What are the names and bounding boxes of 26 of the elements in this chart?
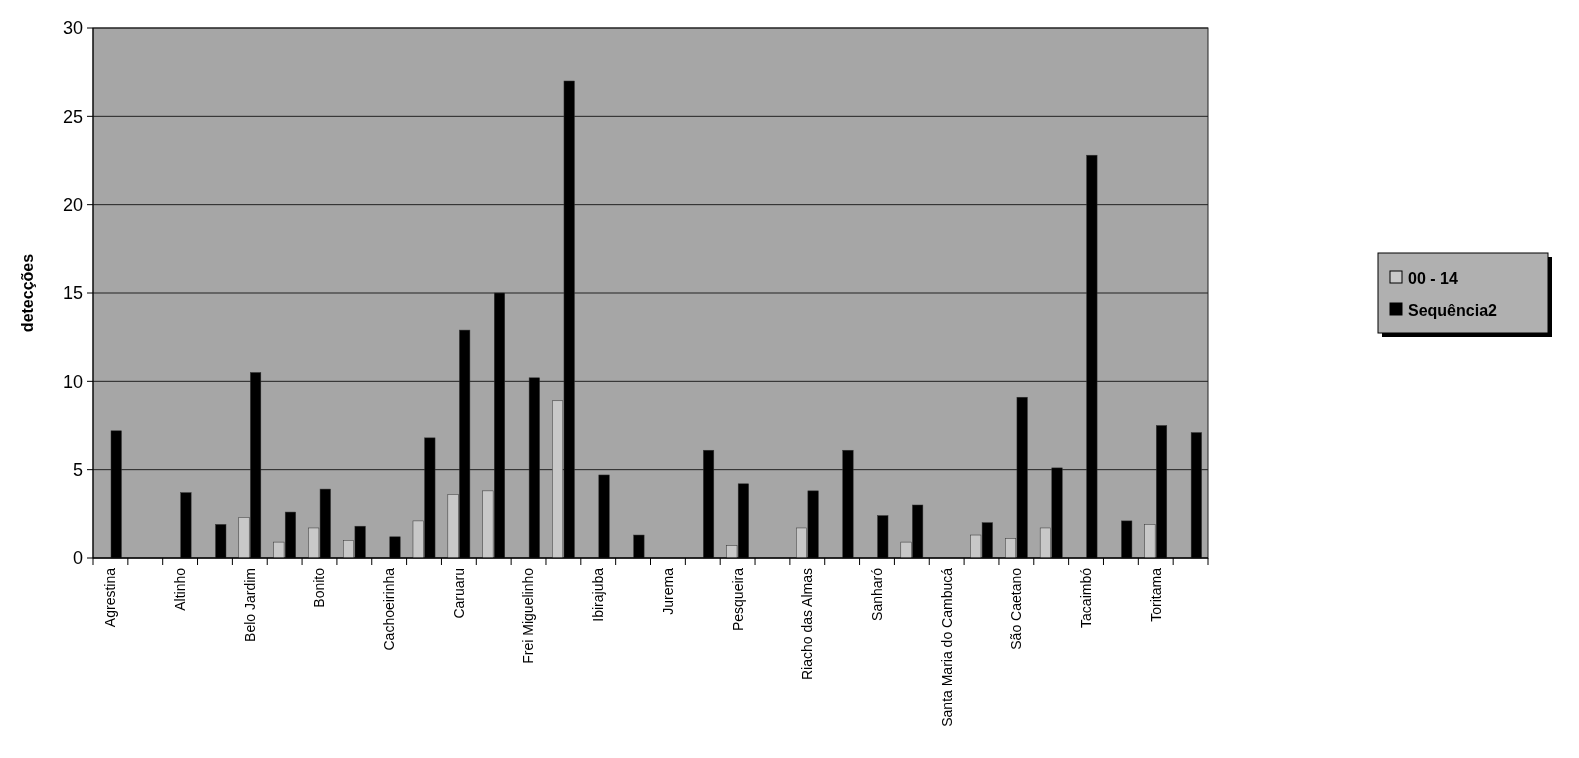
x-tick-label: Toritama [1147, 567, 1164, 622]
y-tick-label: 25 [62, 106, 83, 127]
y-tick-label: 15 [62, 283, 83, 304]
y-tick-label: 20 [62, 194, 83, 215]
x-tick-label: Jurema [659, 567, 676, 615]
y-axis-title: detecções [19, 253, 36, 333]
x-tick-label: Altinho [172, 567, 189, 611]
y-tick-label: 10 [62, 371, 83, 392]
x-tick-label: Ibirajuba [590, 567, 607, 622]
x-tick-label: Sanharó [868, 567, 885, 621]
x-tick-label: Bonito [311, 567, 328, 608]
x-tick-label: Santa Maria do Cambucá [938, 567, 955, 727]
legend-label: Sequência2 [1408, 301, 1498, 319]
y-tick-label: 5 [72, 459, 83, 480]
y-tick-label: 30 [62, 18, 83, 39]
x-tick-label: Riacho das Almas [799, 568, 816, 681]
y-tick-label: 0 [72, 548, 83, 569]
x-tick-label: Pesqueira [729, 567, 746, 632]
x-tick-label: Frei Miguelinho [520, 567, 537, 664]
x-tick-label: Cachoeirinha [381, 567, 398, 651]
x-tick-label: Caruaru [450, 568, 467, 619]
x-tick-label: São Caetano [1008, 567, 1025, 650]
x-tick-label: Belo Jardim [241, 568, 258, 642]
legend-label: 00 - 14 [1408, 269, 1458, 287]
x-tick-label: Agrestina [102, 567, 119, 628]
x-tick-label: Tacaimbó [1077, 567, 1094, 628]
